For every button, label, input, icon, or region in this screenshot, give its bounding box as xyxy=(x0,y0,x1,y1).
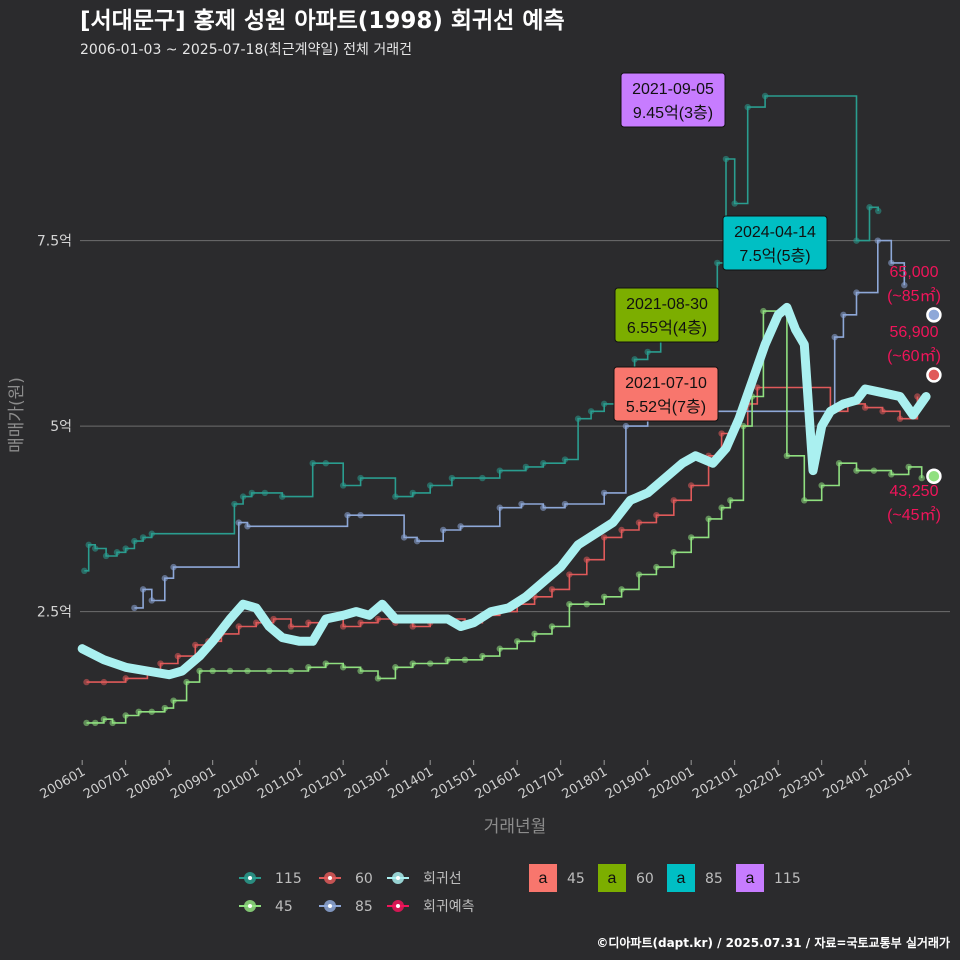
legend-item-60: 60 xyxy=(319,871,373,887)
legend-box-swatch xyxy=(529,864,557,892)
prediction-value-60: 56,900 xyxy=(890,324,939,341)
legend-box-85: a 85 xyxy=(667,864,723,892)
prediction-labels: 65,000 (~85㎡) 56,900 (~60㎡) 43,250 (~45㎡) xyxy=(887,264,941,524)
legend-item-45: 45 xyxy=(239,899,293,915)
legend-key-center xyxy=(248,904,252,908)
legend-label: 45 xyxy=(275,899,293,915)
regression-line xyxy=(77,302,931,680)
y-axis-title: 매매가(원) xyxy=(7,377,27,453)
prediction-area-85: (~85㎡) xyxy=(887,287,941,305)
callout-date-115: 2021-09-05 xyxy=(632,81,714,98)
callout-price-60: 6.55억(4층) xyxy=(627,319,707,337)
legend-box-glyph: a xyxy=(746,870,755,887)
legend-item-회귀선: 회귀선 xyxy=(387,871,462,887)
legend-box-label: 85 xyxy=(705,871,723,887)
prediction-point-45 xyxy=(926,468,942,484)
callout-60: 2021-08-30 6.55억(4층) xyxy=(614,287,720,343)
max-price-callouts: 2021-09-059.45억(3층)2024-04-147.5억(5층)202… xyxy=(613,72,828,422)
series-85-line xyxy=(134,239,906,609)
callout-box-60 xyxy=(614,287,720,343)
y-axis-ticks: 2.5억 5억 7.5억 xyxy=(37,234,72,621)
prediction-value-45: 43,250 xyxy=(890,483,939,500)
legend-key-center xyxy=(396,876,400,880)
legend: 115 60 회귀선 45 85 회귀예측 a 45 a 60 a 85 a 115 xyxy=(239,864,801,915)
legend-box-glyph: a xyxy=(608,870,617,887)
series-45 xyxy=(83,307,925,727)
callout-115: 2021-09-05 9.45억(3층) xyxy=(620,72,726,128)
callout-price-45: 5.52억(7층) xyxy=(626,398,706,416)
prediction-area-45: (~45㎡) xyxy=(887,506,941,524)
callout-date-60: 2021-08-30 xyxy=(626,296,708,313)
callout-date-85: 2024-04-14 xyxy=(734,224,816,241)
callout-box-85 xyxy=(722,215,828,271)
series-60-point xyxy=(914,393,921,400)
callout-box-115 xyxy=(620,72,726,128)
prediction-point-85 xyxy=(926,307,942,323)
legend-box-swatch xyxy=(598,864,626,892)
y-tick-label: 5억 xyxy=(50,419,72,435)
legend-label: 115 xyxy=(275,871,302,887)
prediction-point-60 xyxy=(926,367,942,383)
legend-item-회귀예측: 회귀예측 xyxy=(387,899,475,915)
chart-title: [서대문구] 홍제 성원 아파트(1998) 회귀선 예측 xyxy=(80,8,565,34)
callout-price-85: 7.5억(5층) xyxy=(739,247,810,265)
prediction-area-60: (~60㎡) xyxy=(887,347,941,365)
legend-box-60: a 60 xyxy=(598,864,654,892)
x-axis-title: 거래년월 xyxy=(484,817,547,837)
series-45-line xyxy=(86,310,923,724)
legend-key-center xyxy=(248,876,252,880)
legend-box-115: a 115 xyxy=(736,864,801,892)
callout-box-45 xyxy=(613,366,719,422)
y-tick-label: 2.5억 xyxy=(37,605,72,621)
legend-key-center xyxy=(328,904,332,908)
legend-box-label: 115 xyxy=(774,871,801,887)
callout-85: 2024-04-14 7.5억(5층) xyxy=(722,215,828,271)
legend-box-label: 60 xyxy=(636,871,654,887)
callout-date-45: 2021-07-10 xyxy=(625,375,707,392)
prediction-value-85: 65,000 xyxy=(890,264,939,281)
legend-key-center xyxy=(328,876,332,880)
legend-item-85: 85 xyxy=(319,899,373,915)
series-85-point xyxy=(131,604,138,612)
legend-key-center xyxy=(396,904,400,908)
legend-box-swatch xyxy=(667,864,695,892)
legend-box-glyph: a xyxy=(539,870,548,887)
legend-label: 60 xyxy=(355,871,373,887)
legend-label: 85 xyxy=(355,899,373,915)
legend-item-115: 115 xyxy=(239,871,302,887)
source-caption: ©디아파트(dapt.kr) / 2025.07.31 / 자료=국토교통부 실… xyxy=(596,935,950,950)
legend-label: 회귀선 xyxy=(423,871,462,887)
series-115-line xyxy=(84,95,879,572)
callout-45: 2021-07-10 5.52억(7층) xyxy=(613,366,719,422)
legend-label: 회귀예측 xyxy=(423,899,475,915)
legend-box-glyph: a xyxy=(677,870,686,887)
y-tick-label: 7.5억 xyxy=(37,234,72,250)
legend-box-label: 45 xyxy=(567,871,585,887)
callout-price-115: 9.45억(3층) xyxy=(633,104,713,122)
legend-box-45: a 45 xyxy=(529,864,585,892)
chart-subtitle: 2006-01-03 ~ 2025-07-18(최근계약일) 전체 거래건 xyxy=(80,42,412,58)
legend-box-swatch xyxy=(736,864,764,892)
